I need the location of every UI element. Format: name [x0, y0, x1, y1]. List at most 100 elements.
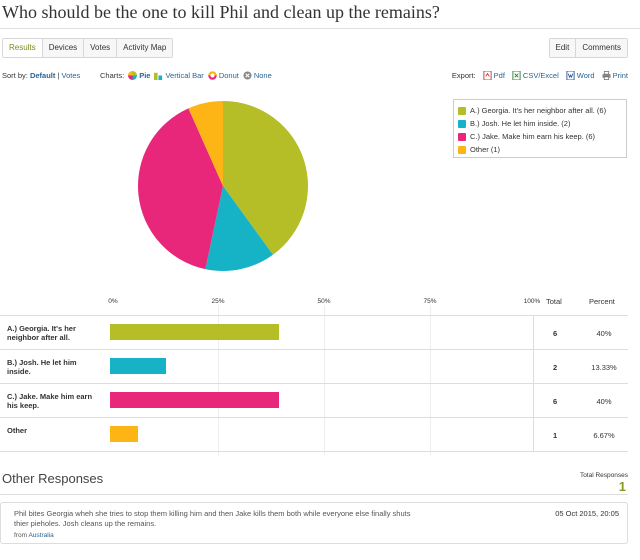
axis-tick-100: 100% — [523, 298, 541, 305]
export-label: Export: — [451, 71, 476, 80]
tab-devices[interactable]: Devices — [42, 39, 85, 57]
comments-button[interactable]: Comments — [576, 39, 627, 57]
row-divider — [533, 350, 534, 383]
export-print-label: Print — [612, 71, 628, 80]
pie-chart-icon — [128, 71, 138, 80]
results-pie-chart — [137, 101, 309, 272]
grid-line-75 — [430, 305, 431, 455]
total-responses-count: 1 — [618, 479, 626, 494]
excel-icon — [512, 71, 521, 80]
table-row: B.) Josh. He let him inside. 2 13.33% — [0, 350, 628, 384]
legend-label-a: A.) Georgia. It's her neighbor after all… — [470, 106, 607, 115]
export-csv-label: CSV/Excel — [522, 71, 559, 80]
pie-slice-other[interactable] — [188, 101, 223, 186]
answer-percent: 40% — [596, 329, 612, 338]
legend-item-c[interactable]: C.) Jake. Make him earn his keep. (6) — [458, 130, 622, 143]
table-row: A.) Georgia. It's her neighbor after all… — [0, 316, 628, 350]
axis-tick-25: 25% — [211, 298, 225, 305]
legend-swatch-other — [458, 145, 466, 154]
answer-label: B.) Josh. He let him inside. — [7, 358, 77, 376]
export-options: Export: Pdf CSV/Excel Word — [452, 71, 628, 80]
other-responses-title: Other Responses — [2, 471, 104, 486]
chart-option-donut[interactable]: Donut — [208, 71, 239, 80]
tab-activity-map[interactable]: Activity Map — [117, 39, 173, 57]
results-tabs: Results Devices Votes Activity Map — [2, 38, 174, 58]
row-divider — [533, 418, 534, 451]
axis-tick-50: 50% — [317, 298, 331, 305]
response-location: from Australia — [14, 532, 54, 539]
sort-label: Sort by: — [2, 71, 28, 80]
bar-axis-header: 0% 25% 50% 75% 100% Total Percent — [0, 295, 628, 309]
title-divider — [0, 28, 640, 29]
sort-by: Sort by: Default | Votes — [2, 71, 80, 80]
chart-option-donut-label: Donut — [218, 71, 239, 80]
pie-slice-a[interactable] — [223, 101, 309, 255]
export-word[interactable]: Word — [566, 71, 595, 80]
column-header-percent: Percent — [589, 297, 615, 306]
column-header-total: Total — [546, 297, 562, 306]
export-csv[interactable]: CSV/Excel — [512, 71, 559, 80]
row-divider — [533, 384, 534, 417]
chart-option-none-label: None — [253, 71, 272, 80]
legend-swatch-a — [458, 106, 466, 115]
page-title: Who should be the one to kill Phil and c… — [2, 2, 440, 22]
grid-line-25 — [218, 305, 219, 455]
axis-tick-75: 75% — [423, 298, 437, 305]
chart-option-vertical-bar[interactable]: Vertical Bar — [154, 71, 204, 80]
sort-separator: | — [57, 71, 60, 80]
answer-bar — [110, 358, 167, 374]
answer-bar — [110, 324, 279, 340]
answer-percent: 13.33% — [591, 363, 617, 372]
answer-percent: 6.67% — [593, 431, 615, 440]
legend-label-other: Other (1) — [470, 145, 501, 154]
response-date: 05 Oct 2015, 20:05 — [555, 509, 619, 518]
section-divider — [0, 494, 628, 495]
bar-chart-icon — [154, 72, 163, 80]
pie-slice-c[interactable] — [137, 108, 223, 270]
pdf-icon — [483, 71, 492, 80]
chart-option-pie[interactable]: Pie — [128, 71, 150, 80]
tab-votes[interactable]: Votes — [84, 39, 118, 57]
answer-label: A.) Georgia. It's her neighbor after all… — [7, 324, 76, 342]
answer-bar — [110, 392, 279, 408]
top-right-buttons: Edit Comments — [548, 38, 628, 58]
word-icon — [566, 71, 575, 80]
total-responses-label: Total Responses — [579, 472, 628, 479]
sort-votes-link[interactable]: Votes — [61, 71, 81, 80]
chart-option-none[interactable]: None — [243, 71, 272, 80]
answer-total: 1 — [553, 431, 558, 440]
answer-percent: 40% — [596, 397, 612, 406]
edit-button[interactable]: Edit — [549, 39, 577, 57]
response-item: Phil bites Georgia wheh she tries to sto… — [0, 502, 628, 544]
answer-bar — [110, 426, 139, 442]
chart-option-vertical-bar-label: Vertical Bar — [165, 71, 204, 80]
chart-legend: A.) Georgia. It's her neighbor after all… — [453, 99, 627, 158]
chart-type-selector: Charts: Pie Vertical Bar Donut — [100, 71, 272, 80]
results-table: A.) Georgia. It's her neighbor after all… — [0, 315, 628, 452]
legend-swatch-b — [458, 119, 466, 128]
donut-chart-icon — [208, 71, 217, 80]
answer-total: 6 — [553, 397, 558, 406]
grid-line-50 — [324, 305, 325, 455]
sort-default-link[interactable]: Default — [29, 71, 56, 80]
legend-item-b[interactable]: B.) Josh. He let him inside. (2) — [458, 117, 622, 130]
charts-label: Charts: — [100, 71, 125, 80]
legend-swatch-c — [458, 132, 466, 141]
none-chart-icon — [243, 71, 252, 80]
answer-total: 2 — [553, 363, 558, 372]
legend-item-a[interactable]: A.) Georgia. It's her neighbor after all… — [458, 104, 622, 117]
table-row: Other 1 6.67% — [0, 418, 628, 452]
legend-label-b: B.) Josh. He let him inside. (2) — [470, 119, 571, 128]
row-divider — [533, 316, 534, 349]
export-pdf[interactable]: Pdf — [483, 71, 505, 80]
print-icon — [602, 71, 611, 80]
tab-results[interactable]: Results — [3, 39, 43, 57]
legend-item-other[interactable]: Other (1) — [458, 143, 622, 156]
export-print[interactable]: Print — [602, 71, 628, 80]
response-from-place[interactable]: Australia — [28, 532, 54, 539]
export-pdf-label: Pdf — [493, 71, 505, 80]
axis-tick-0: 0% — [108, 298, 118, 305]
table-row: C.) Jake. Make him earn his keep. 6 40% — [0, 384, 628, 418]
pie-slice-b[interactable] — [205, 186, 273, 272]
response-text: Phil bites Georgia wheh she tries to sto… — [14, 509, 411, 528]
